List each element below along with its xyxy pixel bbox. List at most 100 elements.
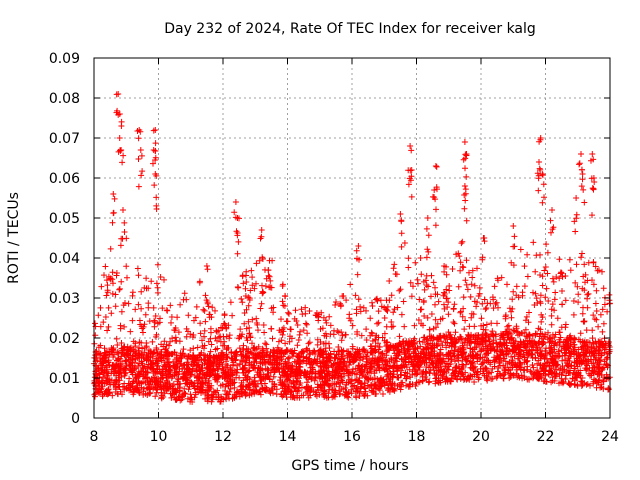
data-point [239, 272, 246, 279]
data-point [461, 192, 468, 198]
data-point [237, 326, 244, 333]
data-point [299, 384, 305, 391]
data-point [493, 299, 500, 306]
data-point [234, 366, 241, 373]
data-point [510, 243, 517, 250]
data-point [529, 347, 535, 354]
data-point [139, 345, 146, 352]
data-point [459, 263, 466, 270]
data-point [262, 340, 269, 347]
data-point [281, 303, 288, 309]
data-point [539, 171, 546, 177]
data-point [136, 344, 142, 351]
data-point [457, 308, 464, 315]
data-point [524, 353, 531, 359]
data-point [363, 307, 369, 314]
data-point [166, 359, 173, 366]
data-point [374, 295, 380, 302]
data-point [171, 372, 178, 379]
x-axis-label: GPS time / hours [291, 458, 408, 474]
data-point [415, 317, 422, 323]
data-point [363, 326, 370, 333]
data-point [283, 394, 290, 401]
data-point [296, 394, 303, 401]
data-point [136, 317, 143, 324]
data-point [336, 348, 343, 355]
data-point [121, 372, 128, 379]
data-point [396, 287, 403, 294]
data-point [462, 186, 469, 193]
data-point [196, 352, 202, 359]
data-point [394, 304, 401, 311]
data-point [153, 386, 160, 393]
data-point [249, 316, 256, 323]
data-point [340, 386, 347, 393]
data-point [151, 374, 158, 381]
data-point [393, 358, 400, 365]
data-point [384, 339, 391, 346]
data-point [349, 322, 356, 329]
data-point [151, 319, 158, 326]
data-point [238, 382, 245, 389]
data-point [109, 276, 116, 283]
data-point [153, 331, 160, 338]
data-point [347, 359, 354, 366]
y-tick-label: 0.06 [49, 171, 80, 187]
data-point [526, 338, 533, 345]
data-point [154, 284, 161, 291]
data-point [363, 361, 370, 368]
data-point [513, 363, 520, 369]
data-point [448, 356, 455, 363]
data-point [326, 355, 333, 362]
data-point [108, 346, 115, 353]
data-point [423, 254, 430, 261]
data-point [434, 336, 441, 343]
data-point [117, 147, 124, 154]
data-point [420, 357, 427, 364]
data-point [246, 367, 253, 374]
data-point [115, 355, 122, 362]
data-point [170, 391, 176, 398]
data-point [559, 357, 566, 364]
data-point [543, 241, 550, 248]
data-point [92, 393, 98, 400]
data-point [479, 300, 486, 307]
data-point [390, 265, 397, 272]
data-point [463, 217, 470, 224]
data-point [150, 366, 157, 373]
data-point [95, 364, 102, 371]
data-point [504, 323, 511, 330]
data-point [147, 358, 154, 364]
data-point [483, 321, 490, 328]
data-point [228, 371, 235, 378]
data-point [215, 394, 222, 401]
data-point [423, 345, 429, 352]
data-point [404, 352, 410, 359]
data-point [565, 342, 572, 349]
data-point [255, 327, 261, 334]
data-point [281, 385, 288, 392]
data-point [503, 348, 510, 355]
data-point [537, 272, 543, 278]
data-point [551, 296, 558, 303]
data-point [437, 363, 444, 370]
data-point [285, 309, 292, 316]
data-point [539, 341, 545, 348]
data-point [423, 272, 430, 279]
data-point [231, 384, 238, 391]
data-point [578, 183, 585, 190]
data-point [97, 304, 104, 311]
data-point [174, 314, 181, 321]
data-point [574, 363, 581, 370]
data-point [360, 346, 367, 352]
data-point [535, 187, 542, 194]
data-point [573, 261, 580, 268]
data-point [579, 171, 586, 177]
data-point [435, 298, 442, 305]
data-point [513, 349, 520, 356]
data-point [134, 128, 141, 134]
data-point [151, 349, 157, 356]
data-point [183, 376, 190, 383]
data-point [405, 181, 412, 188]
data-point [565, 355, 572, 361]
